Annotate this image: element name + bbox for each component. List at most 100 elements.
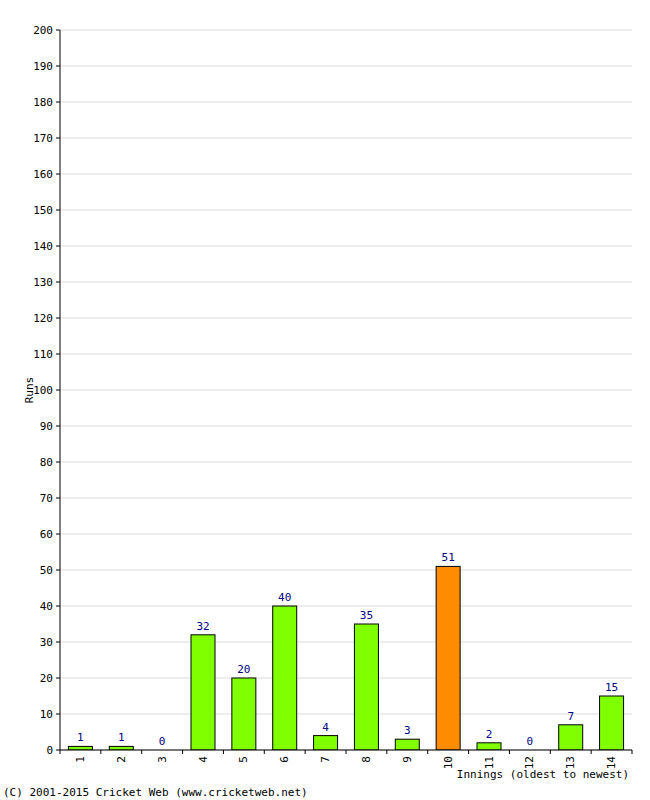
grid-line bbox=[60, 642, 632, 643]
y-tick bbox=[56, 426, 60, 427]
x-tick-label: 1 bbox=[74, 756, 87, 763]
data-label: 51 bbox=[442, 551, 455, 564]
y-tick bbox=[56, 138, 60, 139]
data-label: 0 bbox=[527, 735, 534, 748]
grid-line bbox=[60, 714, 632, 715]
data-label: 0 bbox=[159, 735, 166, 748]
x-tick bbox=[141, 750, 142, 754]
data-label: 3 bbox=[404, 724, 411, 737]
x-tick bbox=[264, 750, 265, 754]
data-label: 32 bbox=[196, 620, 209, 633]
grid-line bbox=[60, 210, 632, 211]
data-label: 7 bbox=[567, 710, 574, 723]
y-tick-label: 50 bbox=[40, 564, 53, 577]
y-tick bbox=[56, 246, 60, 247]
x-tick bbox=[100, 750, 101, 754]
data-label: 15 bbox=[605, 681, 618, 694]
y-tick-label: 10 bbox=[40, 708, 53, 721]
y-tick-label: 200 bbox=[33, 24, 53, 37]
y-tick-label: 160 bbox=[33, 168, 53, 181]
grid-line bbox=[60, 174, 632, 175]
y-tick-label: 40 bbox=[40, 600, 53, 613]
chart-container: 0102030405060708090100110120130140150160… bbox=[0, 0, 650, 800]
y-tick bbox=[56, 642, 60, 643]
x-tick bbox=[550, 750, 551, 754]
x-axis-label: Innings (oldest to newest) bbox=[457, 768, 629, 781]
x-tick bbox=[305, 750, 306, 754]
background bbox=[0, 0, 650, 800]
x-tick-label: 4 bbox=[197, 756, 210, 763]
x-tick bbox=[632, 750, 633, 754]
x-tick bbox=[182, 750, 183, 754]
x-tick-label: 3 bbox=[156, 756, 169, 763]
y-tick-label: 130 bbox=[33, 276, 53, 289]
grid-line bbox=[60, 498, 632, 499]
y-tick bbox=[56, 606, 60, 607]
bar bbox=[109, 746, 133, 750]
grid-line bbox=[60, 30, 632, 31]
bars bbox=[68, 566, 623, 750]
bar bbox=[600, 696, 624, 750]
y-tick bbox=[56, 66, 60, 67]
x-tick bbox=[591, 750, 592, 754]
y-tick-label: 100 bbox=[33, 384, 53, 397]
y-tick bbox=[56, 570, 60, 571]
grid-line bbox=[60, 354, 632, 355]
x-tick-label: 9 bbox=[401, 756, 414, 763]
data-label: 1 bbox=[118, 731, 125, 744]
bar bbox=[68, 746, 92, 750]
x-tick bbox=[346, 750, 347, 754]
y-axis-label: Runs bbox=[23, 377, 36, 404]
grid-line bbox=[60, 462, 632, 463]
y-tick bbox=[56, 282, 60, 283]
bar bbox=[477, 743, 501, 750]
y-tick bbox=[56, 534, 60, 535]
y-tick-label: 90 bbox=[40, 420, 53, 433]
x-tick bbox=[386, 750, 387, 754]
grid-line bbox=[60, 426, 632, 427]
x-tick-label: 5 bbox=[237, 756, 250, 763]
y-tick bbox=[56, 390, 60, 391]
x-tick bbox=[509, 750, 510, 754]
grid-line bbox=[60, 66, 632, 67]
grid-line bbox=[60, 138, 632, 139]
x-tick-label: 8 bbox=[360, 756, 373, 763]
x-tick-label: 6 bbox=[278, 756, 291, 763]
data-label: 2 bbox=[486, 728, 493, 741]
grid-line bbox=[60, 390, 632, 391]
grid-line bbox=[60, 678, 632, 679]
y-tick bbox=[56, 462, 60, 463]
bar bbox=[436, 566, 460, 750]
y-tick bbox=[56, 318, 60, 319]
y-tick-label: 110 bbox=[33, 348, 53, 361]
grid-line bbox=[60, 282, 632, 283]
bar bbox=[191, 635, 215, 750]
grid-line bbox=[60, 606, 632, 607]
y-tick-label: 120 bbox=[33, 312, 53, 325]
grid-line bbox=[60, 570, 632, 571]
bar bbox=[395, 739, 419, 750]
y-tick bbox=[56, 30, 60, 31]
y-tick bbox=[56, 678, 60, 679]
y-tick-label: 180 bbox=[33, 96, 53, 109]
y-tick-label: 70 bbox=[40, 492, 53, 505]
bar bbox=[273, 606, 297, 750]
x-tick-label: 2 bbox=[115, 756, 128, 763]
chart-svg: 0102030405060708090100110120130140150160… bbox=[0, 0, 650, 800]
y-tick bbox=[56, 210, 60, 211]
grid-line bbox=[60, 102, 632, 103]
grid-line bbox=[60, 534, 632, 535]
y-tick bbox=[56, 714, 60, 715]
grid-line bbox=[60, 318, 632, 319]
y-tick-label: 60 bbox=[40, 528, 53, 541]
y-tick bbox=[56, 498, 60, 499]
y-tick bbox=[56, 174, 60, 175]
bar bbox=[559, 725, 583, 750]
data-label: 35 bbox=[360, 609, 373, 622]
x-tick bbox=[223, 750, 224, 754]
y-tick-label: 190 bbox=[33, 60, 53, 73]
y-tick-label: 20 bbox=[40, 672, 53, 685]
x-tick bbox=[468, 750, 469, 754]
y-tick-label: 150 bbox=[33, 204, 53, 217]
y-tick bbox=[56, 750, 60, 751]
